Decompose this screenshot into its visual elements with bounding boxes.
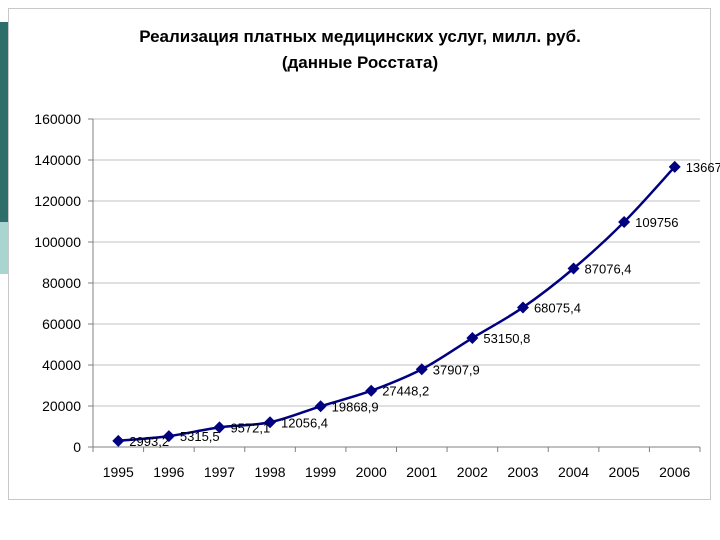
data-label: 9572,1	[230, 420, 270, 435]
x-tick-label: 1995	[103, 464, 134, 480]
y-tick-label: 60000	[42, 316, 81, 332]
data-point	[567, 262, 580, 275]
decor-bar-light	[0, 222, 8, 274]
x-tick-label: 2005	[609, 464, 640, 480]
data-point	[516, 301, 529, 314]
data-point	[466, 332, 479, 345]
x-tick-label: 1998	[254, 464, 285, 480]
data-point	[668, 160, 681, 173]
y-tick-label: 80000	[42, 275, 81, 291]
data-label: 19868,9	[332, 399, 379, 414]
data-point	[314, 400, 327, 413]
chart-frame	[8, 8, 711, 500]
axes	[88, 118, 701, 452]
data-label: 136672	[686, 160, 720, 175]
data-point	[618, 216, 631, 229]
data-label: 53150,8	[483, 331, 530, 346]
x-tick-label: 2004	[558, 464, 589, 480]
y-tick-label: 160000	[34, 111, 81, 127]
x-tick-label: 2006	[659, 464, 690, 480]
series-line	[118, 165, 676, 443]
x-tick-label: 2002	[457, 464, 488, 480]
chart-title: Реализация платных медицинских услуг, ми…	[139, 27, 581, 46]
data-label: 68075,4	[534, 300, 581, 315]
series	[112, 160, 681, 447]
chart-subtitle: (данные Росстата)	[282, 53, 438, 72]
x-tick-label: 2000	[356, 464, 387, 480]
data-point	[112, 434, 125, 447]
data-label: 2993,2	[129, 434, 169, 449]
data-label: 5315,5	[180, 429, 220, 444]
y-tick-label: 20000	[42, 398, 81, 414]
data-label: 87076,4	[585, 261, 632, 276]
data-point	[162, 430, 175, 443]
x-tick-label: 1996	[153, 464, 184, 480]
x-axis-ticks: 1995 1996 1997 1998 1999 2000 2001 2002 2003 2004…	[103, 464, 691, 480]
y-axis-ticks: 0 20000 40000 60000 80000 100000 120000 140000 1…	[34, 111, 81, 455]
x-tick-label: 1999	[305, 464, 336, 480]
x-tick-label: 2001	[406, 464, 437, 480]
data-point	[264, 416, 277, 429]
data-point	[213, 421, 226, 434]
y-tick-label: 0	[73, 439, 81, 455]
data-label: 27448,2	[382, 384, 429, 399]
y-tick-label: 40000	[42, 357, 81, 373]
data-label: 109756	[635, 215, 678, 230]
y-tick-label: 120000	[34, 193, 81, 209]
data-label: 37907,9	[433, 362, 480, 377]
data-point	[365, 384, 378, 397]
data-label: 12056,4	[281, 415, 328, 430]
decor-bar-dark	[0, 22, 8, 222]
y-tick-label: 140000	[34, 152, 81, 168]
x-tick-label: 1997	[204, 464, 235, 480]
y-tick-label: 100000	[34, 234, 81, 250]
data-point	[415, 363, 428, 376]
x-tick-label: 2003	[507, 464, 538, 480]
grid-lines	[93, 118, 700, 407]
